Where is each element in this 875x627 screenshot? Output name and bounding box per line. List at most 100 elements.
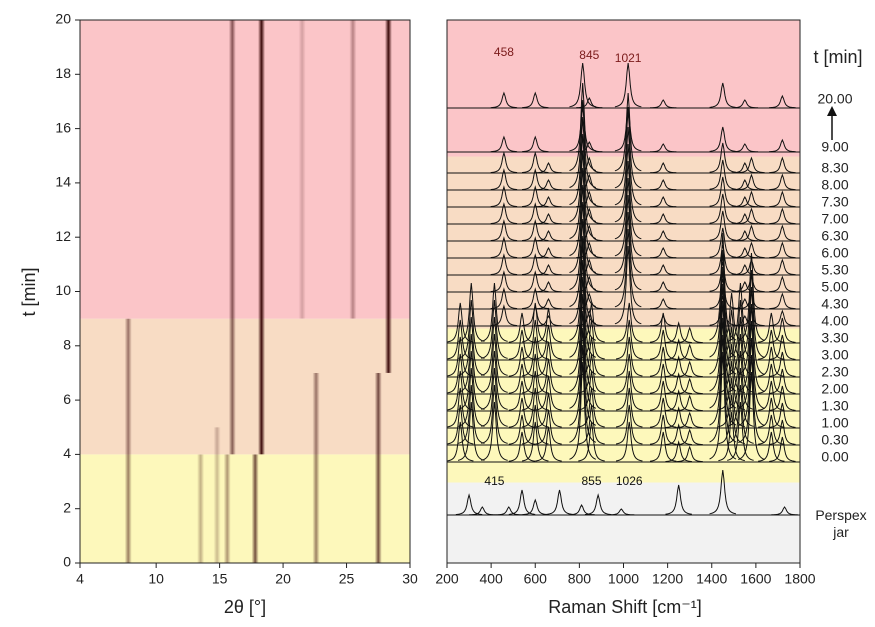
y-tick-label: 10	[55, 282, 71, 298]
spectrum-peak	[576, 207, 603, 225]
spectrum-peak	[649, 212, 677, 225]
spectrum-peak	[709, 227, 737, 258]
trace-label: 4.30	[821, 296, 848, 312]
spectrum-peak	[709, 278, 737, 309]
spectrum-peak	[709, 469, 737, 515]
trace-label: 0.00	[821, 449, 848, 465]
spectrum-peak	[576, 156, 603, 174]
spectrum-peak	[709, 82, 737, 108]
spectrum-peak	[614, 160, 642, 240]
spectrum-peak	[731, 161, 759, 174]
spectrum-peak	[709, 176, 737, 207]
spectrum-peak	[535, 229, 562, 242]
spectrum-peak	[769, 241, 796, 259]
spectrum-peak	[508, 380, 536, 411]
spectrum-peak	[665, 372, 692, 394]
spectrum-peak	[731, 212, 759, 225]
y-tick-label: 0	[63, 554, 71, 570]
spectrum-peak	[522, 270, 549, 292]
spectrum-peak	[490, 304, 518, 326]
spectrum-peak	[576, 309, 603, 327]
spectrum-peak	[614, 211, 642, 291]
spectrum-peak	[731, 99, 759, 109]
spectrum-peak	[614, 106, 642, 152]
spectrum-peak	[569, 327, 597, 426]
spectrum-peak	[569, 361, 597, 460]
spectrum-peak	[535, 263, 562, 276]
spectrum-peak	[727, 333, 754, 393]
spectrum-peak	[490, 270, 518, 292]
trace-label: 0.30	[821, 432, 848, 448]
spectrum-peak	[649, 161, 677, 174]
spectrum-peak	[457, 367, 485, 427]
spectrum-peak	[709, 232, 737, 341]
spectrum-peak	[676, 360, 703, 378]
phase-band	[447, 482, 800, 563]
spectrum-peak	[481, 282, 508, 342]
y-tick-label: 16	[55, 119, 71, 135]
spectrum-peak	[535, 375, 562, 411]
spectrum-peak	[738, 190, 765, 208]
spectrum-peak	[665, 484, 692, 515]
spectrum-peak	[738, 156, 765, 174]
spectrum-peak	[576, 241, 603, 259]
spectrum-peak	[576, 173, 603, 191]
y-tick-label: 4	[63, 445, 71, 461]
spectrum-peak	[758, 431, 785, 462]
trace-label: 20.00	[817, 91, 852, 107]
spectrum-peak	[709, 244, 737, 275]
spectrum-peak	[457, 350, 485, 410]
reflection-streak	[374, 372, 382, 563]
spectrum-peak	[522, 135, 549, 153]
phase-band	[447, 20, 800, 157]
reflection-streak	[258, 20, 265, 455]
spectrum-peak	[522, 287, 549, 309]
spectrum-peak	[758, 397, 785, 428]
spectrum-peak	[615, 302, 643, 343]
x-tick-label: 4	[76, 571, 84, 587]
spectrum-peak	[649, 314, 677, 327]
spectrum-peak	[535, 280, 562, 293]
spectrum-peak	[727, 282, 754, 342]
spectrum-peak	[490, 151, 518, 173]
spectrum-peak	[615, 387, 643, 428]
spectrum-peak	[569, 99, 597, 189]
spectrum-peak	[738, 320, 765, 410]
spectrum-peak	[521, 370, 549, 411]
spectrum-peak	[446, 319, 474, 360]
spectrum-peak	[709, 193, 737, 224]
spectrum-peak	[576, 96, 603, 109]
spectrum-peak	[535, 161, 562, 174]
spectrum-peak	[731, 246, 759, 259]
spectrum-peak	[649, 195, 677, 208]
spectrum-peak	[758, 414, 785, 445]
spectrum-peak	[569, 133, 597, 223]
spectrum-peak	[569, 116, 597, 206]
spectrum-peak	[769, 156, 796, 174]
x-axis-title: 2θ [°]	[224, 597, 266, 617]
spectrum-peak	[522, 236, 549, 258]
spectrum-peak	[731, 195, 759, 208]
spectrum-peak	[457, 282, 485, 342]
spectrum-peak	[576, 275, 603, 293]
x-tick-label: 25	[339, 571, 355, 587]
spectrum-peak	[469, 506, 496, 516]
spectrum-peak	[576, 258, 603, 276]
y-tick-label: 2	[63, 499, 71, 515]
spectrum-peak	[535, 246, 562, 259]
spectrum-peak	[676, 428, 703, 446]
spectrum-peak	[508, 329, 536, 360]
spectrum-peak	[769, 173, 796, 191]
spectrum-peak	[521, 336, 549, 377]
spectrum-peak	[665, 406, 692, 428]
spectrum-peak	[709, 317, 737, 426]
spectrum-peak	[569, 218, 597, 308]
trace-label: 7.00	[821, 211, 848, 227]
spectrum-peak	[614, 92, 642, 172]
spectrum-peak	[709, 126, 737, 152]
peak-annotation: 458	[494, 45, 514, 59]
spectrum-peak	[738, 258, 765, 276]
spectrum-peak	[481, 367, 508, 427]
